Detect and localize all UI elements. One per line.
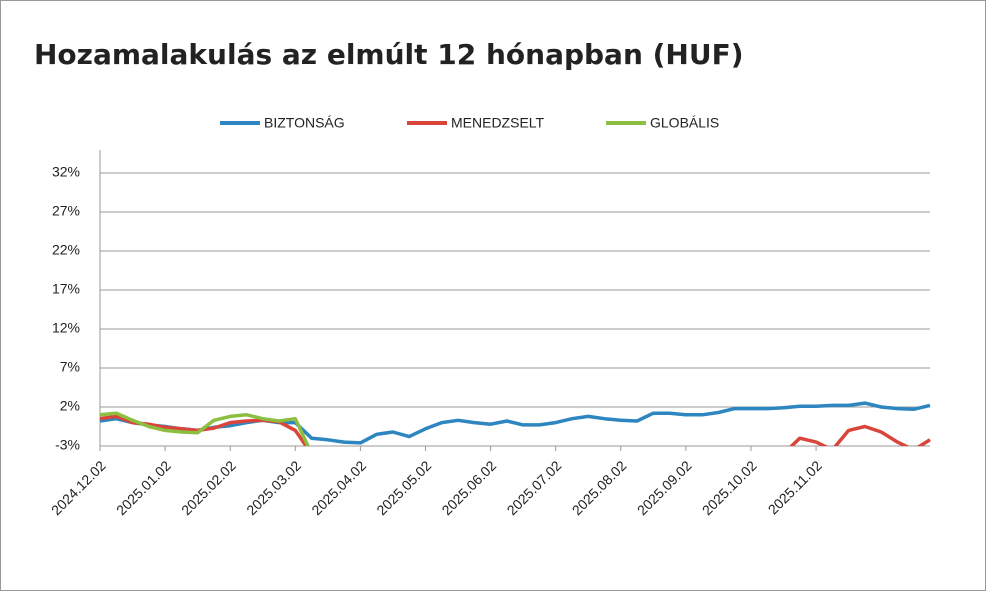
- legend-label: GLOBÁLIS: [650, 115, 719, 131]
- legend-label: BIZTONSÁG: [264, 115, 345, 131]
- y-tick-label: -3%: [55, 437, 80, 453]
- y-tick-label: 32%: [52, 164, 80, 180]
- y-tick-label: 17%: [52, 281, 80, 297]
- y-tick-label: 22%: [52, 242, 80, 258]
- y-tick-label: 2%: [60, 398, 80, 414]
- y-tick-label: 7%: [60, 359, 80, 375]
- chart-title: Hozamalakulás az elmúlt 12 hónapban (HUF…: [34, 38, 744, 71]
- legend-label: MENEDZSELT: [451, 115, 545, 131]
- y-tick-label: 27%: [52, 203, 80, 219]
- series-line: [100, 401, 931, 445]
- series-line: [100, 411, 310, 446]
- plot-area: [100, 401, 931, 446]
- y-tick-label: 12%: [52, 320, 80, 336]
